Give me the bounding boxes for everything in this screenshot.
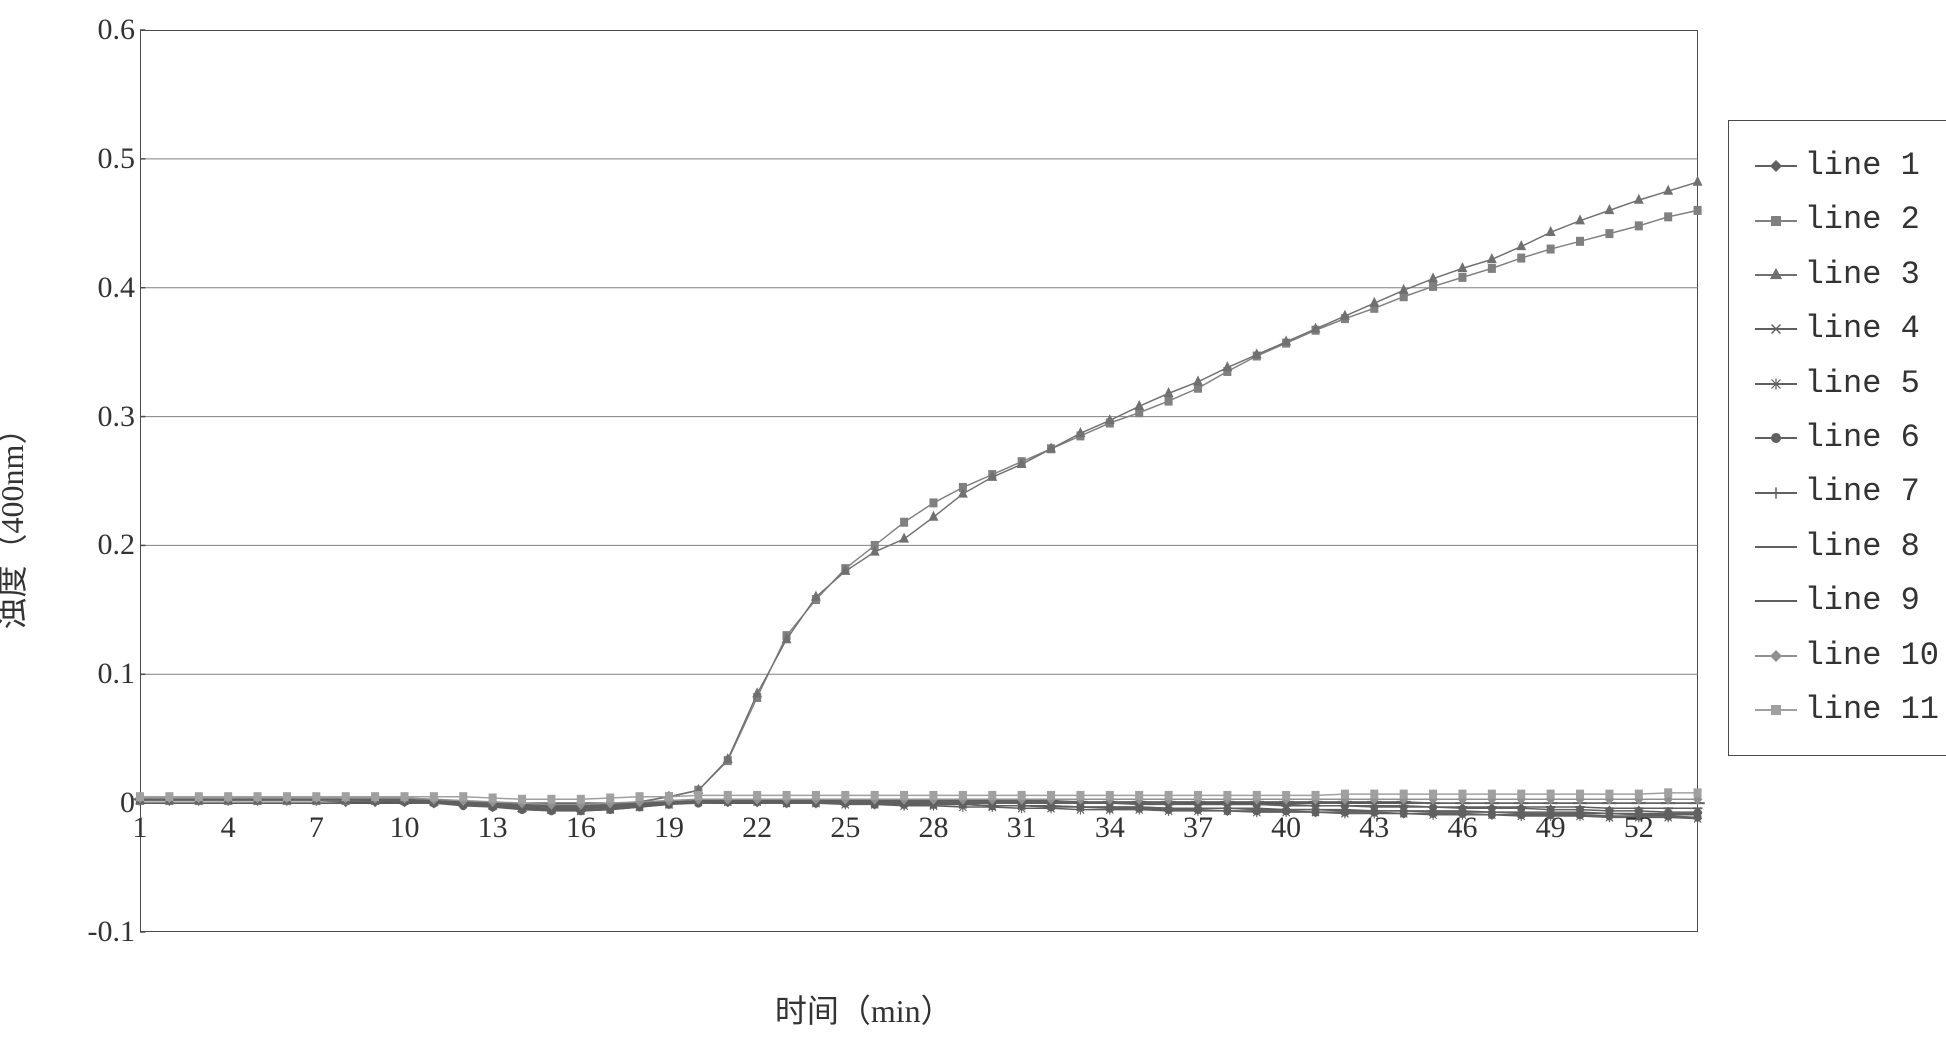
legend-line-icon — [1755, 546, 1797, 548]
legend-marker-icon — [1767, 375, 1785, 393]
legend-item: line 6 — [1755, 411, 1939, 465]
legend-label: line 9 — [1805, 574, 1920, 628]
legend-marker-icon — [1767, 212, 1785, 230]
legend-line-icon — [1755, 492, 1797, 494]
legend-marker-icon — [1767, 592, 1785, 610]
legend-marker-icon — [1767, 320, 1785, 338]
legend-item: line 5 — [1755, 357, 1939, 411]
plot-area: 浊度（400nm） -0.100.10.20.30.40.50.6 147101… — [20, 20, 1708, 1022]
x-tick-label: 25 — [830, 811, 860, 845]
legend: line 1line 2line 3line 4line 5line 6line… — [1728, 120, 1946, 756]
legend-item: line 9 — [1755, 574, 1939, 628]
x-tick-label: 13 — [478, 811, 508, 845]
y-tick-label: 0.4 — [98, 271, 136, 305]
x-tick-label: 43 — [1359, 811, 1389, 845]
x-tick-label: 16 — [566, 811, 596, 845]
legend-label: line 11 — [1805, 683, 1939, 737]
legend-item: line 1 — [1755, 139, 1939, 193]
legend-marker-icon — [1767, 647, 1785, 665]
legend-label: line 6 — [1805, 411, 1920, 465]
legend-item: line 7 — [1755, 465, 1939, 519]
x-tick-label: 46 — [1447, 811, 1477, 845]
legend-line-icon — [1755, 220, 1797, 222]
y-tick-label: 0.2 — [98, 528, 136, 562]
x-tick-label: 28 — [918, 811, 948, 845]
legend-line-icon — [1755, 274, 1797, 276]
x-tick-label: 7 — [309, 811, 324, 845]
legend-marker-icon — [1767, 157, 1785, 175]
legend-item: line 4 — [1755, 302, 1939, 356]
legend-line-icon — [1755, 165, 1797, 167]
y-tick-label: 0.3 — [98, 400, 136, 434]
y-tick-label: 0.1 — [98, 657, 136, 691]
legend-marker-icon — [1767, 266, 1785, 284]
chart-container: 浊度（400nm） -0.100.10.20.30.40.50.6 147101… — [20, 20, 1946, 1022]
legend-item: line 8 — [1755, 520, 1939, 574]
legend-item: line 3 — [1755, 248, 1939, 302]
x-tick-label: 22 — [742, 811, 772, 845]
legend-label: line 5 — [1805, 357, 1920, 411]
x-tick-label: 40 — [1271, 811, 1301, 845]
x-axis-label: 时间（min） — [775, 986, 953, 1032]
x-tick-label: 4 — [221, 811, 236, 845]
x-tick-label: 49 — [1536, 811, 1566, 845]
legend-label: line 10 — [1805, 629, 1939, 683]
legend-label: line 7 — [1805, 465, 1920, 519]
legend-line-icon — [1755, 600, 1797, 602]
legend-marker-icon — [1767, 484, 1785, 502]
y-axis-label: 浊度（400nm） — [0, 413, 33, 630]
x-tick-label: 19 — [654, 811, 684, 845]
legend-line-icon — [1755, 709, 1797, 711]
legend-label: line 2 — [1805, 193, 1920, 247]
y-tick-label: 0.6 — [98, 13, 136, 47]
legend-marker-icon — [1767, 701, 1785, 719]
legend-label: line 1 — [1805, 139, 1920, 193]
x-tick-label: 10 — [389, 811, 419, 845]
chart-svg — [140, 30, 1698, 932]
legend-item: line 2 — [1755, 193, 1939, 247]
legend-line-icon — [1755, 437, 1797, 439]
legend-marker-icon — [1767, 429, 1785, 447]
chart-wrap: -0.100.10.20.30.40.50.6 1471013161922252… — [140, 30, 1698, 932]
legend-label: line 4 — [1805, 302, 1920, 356]
legend-line-icon — [1755, 328, 1797, 330]
y-ticks: -0.100.10.20.30.40.50.6 — [55, 30, 135, 932]
y-tick-label: 0.5 — [98, 142, 136, 176]
x-tick-label: 34 — [1095, 811, 1125, 845]
y-tick-label: -0.1 — [88, 915, 136, 949]
x-tick-label: 31 — [1007, 811, 1037, 845]
legend-line-icon — [1755, 655, 1797, 657]
x-tick-label: 37 — [1183, 811, 1213, 845]
legend-line-icon — [1755, 383, 1797, 385]
legend-label: line 8 — [1805, 520, 1920, 574]
legend-item: line 11 — [1755, 683, 1939, 737]
legend-marker-icon — [1767, 538, 1785, 556]
x-tick-label: 52 — [1624, 811, 1654, 845]
legend-item: line 10 — [1755, 629, 1939, 683]
x-tick-label: 1 — [133, 811, 148, 845]
legend-label: line 3 — [1805, 248, 1920, 302]
